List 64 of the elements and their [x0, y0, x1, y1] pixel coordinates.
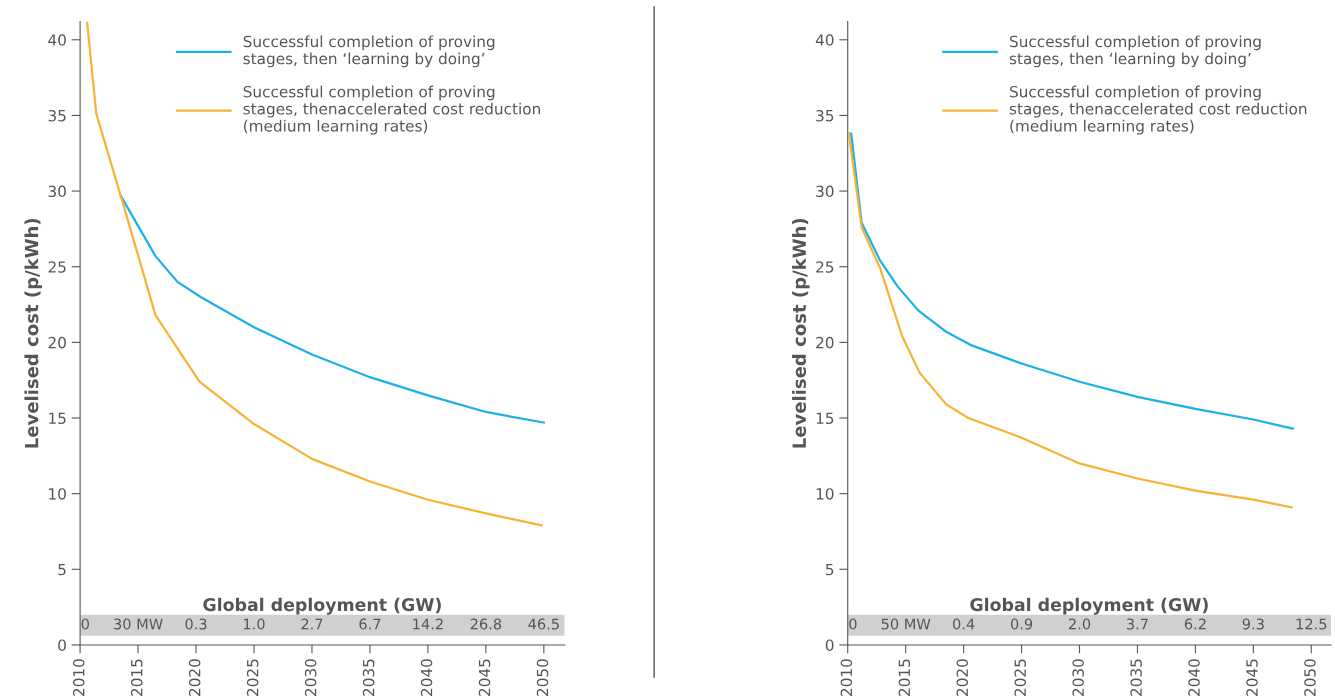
- y-tick-label: 35: [816, 109, 834, 122]
- x-tick-label: 2025: [1014, 659, 1026, 696]
- annotation: 6.2: [1184, 618, 1206, 630]
- annotation: 2.0: [1068, 618, 1091, 630]
- y-tick-label: 5: [58, 563, 66, 576]
- y-tick-label: 25: [48, 261, 66, 273]
- y-tick-label: 40: [815, 34, 834, 46]
- annotation: 46.5: [528, 618, 559, 630]
- x-tick-label: 2045: [1246, 659, 1258, 696]
- annotation: 9.3: [1242, 618, 1264, 630]
- y-tick-label: 25: [816, 261, 834, 273]
- x-tick-label: 2050: [536, 659, 549, 696]
- annotation: 14.2: [413, 618, 443, 630]
- annotation: 30 MW: [114, 618, 163, 630]
- x-tick-label: 2040: [420, 659, 433, 696]
- annotation: 0: [849, 618, 857, 630]
- x-tick-label: 2020: [188, 659, 201, 696]
- y-tick-label: 20: [48, 336, 66, 349]
- annotation: 0: [81, 618, 89, 630]
- annotation: 0.9: [1010, 618, 1033, 630]
- x-tick-label: 2030: [304, 659, 317, 696]
- y-tick-label: 30: [48, 185, 66, 198]
- annotation: 6.7: [359, 618, 381, 630]
- y-tick-label: 15: [49, 412, 66, 425]
- x-tick-label: 2030: [1072, 659, 1084, 696]
- annotation: 12.5: [1296, 618, 1327, 630]
- y-tick-label: 0: [58, 639, 66, 651]
- y-tick-label: 10: [49, 488, 66, 500]
- x-tick-label: 2035: [1130, 659, 1142, 696]
- x-tick-label: 2040: [1188, 659, 1200, 696]
- legend-label: Successful completion of proving stages, then ‘learning by doing’: [243, 35, 495, 68]
- x-tick-label: 2015: [130, 659, 143, 696]
- annotation: 3.7: [1126, 618, 1148, 630]
- annotation: 1.0: [244, 618, 265, 630]
- y-axis-title: Levelised cost (p/kWh): [24, 218, 42, 448]
- y-tick-label: 10: [816, 488, 834, 500]
- annotation: 0.3: [185, 618, 207, 630]
- line-series: [85, 21, 543, 527]
- y-tick-label: 5: [825, 563, 834, 576]
- annotation: 2.7: [301, 618, 323, 630]
- legend-label: Successful completion of proving stages, thenaccelerated cost reduction (medium learning rates): [1009, 85, 1307, 135]
- line-series: [119, 194, 545, 424]
- y-tick-label: 30: [816, 185, 834, 198]
- y-tick-label: 35: [48, 109, 66, 122]
- annotation: Global deployment (GW): [970, 597, 1208, 615]
- y-tick-label: 40: [48, 34, 66, 46]
- x-tick-label: 2045: [478, 659, 491, 696]
- x-tick-label: 2020: [956, 659, 969, 696]
- y-tick-label: 15: [816, 412, 834, 425]
- annotation: 0.4: [952, 618, 975, 630]
- y-tick-label: 20: [816, 336, 834, 349]
- y-tick-label: 0: [825, 639, 834, 651]
- legend-label: Successful completion of proving stages, thenaccelerated cost reduction (medium learning rates): [243, 85, 540, 135]
- x-tick-label: 2050: [1304, 659, 1316, 696]
- x-tick-label: 2010: [72, 659, 85, 696]
- x-tick-label: 2025: [246, 659, 259, 696]
- legend-label: Successful completion of proving stages, then ‘learning by doing’: [1009, 35, 1261, 68]
- x-tick-label: 2015: [898, 659, 911, 696]
- annotation: 50 MW: [881, 618, 931, 630]
- x-tick-label: 2035: [362, 659, 375, 696]
- annotation: 26.8: [470, 618, 502, 630]
- y-axis-title: Levelised cost (p/kWh): [792, 218, 810, 448]
- annotation: Global deployment (GW): [203, 597, 441, 615]
- x-tick-label: 2010: [840, 659, 853, 696]
